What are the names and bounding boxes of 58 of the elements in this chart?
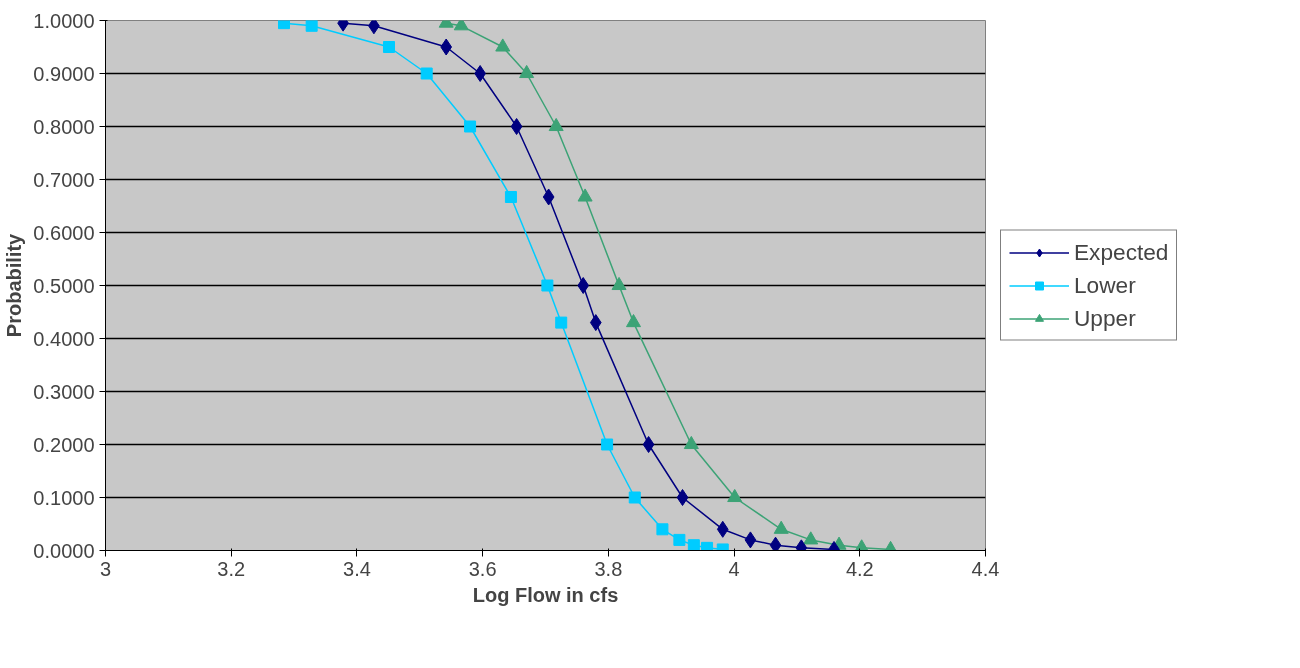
legend-label: Upper [1074,304,1136,332]
point [673,533,686,546]
y-tick-label: 0.9000 [33,62,95,85]
point [744,531,757,549]
y-tick-label: 0.3000 [33,380,95,403]
x-tick-label: 3.6 [468,557,497,580]
point [577,188,593,202]
point [382,41,395,53]
y-tick-label: 0.0000 [33,539,95,562]
point [510,118,523,135]
y-tick-label: 0.7000 [33,168,95,191]
point [687,539,700,551]
point [577,277,590,294]
point [676,489,689,506]
x-tick-label: 3 [99,557,112,580]
y-tick-label: 0.5000 [33,274,95,297]
point [305,20,318,32]
point [541,279,554,292]
y-tick-label: 0.2000 [33,433,95,456]
point [601,438,614,451]
point [769,536,782,551]
point [440,38,453,56]
point [542,188,555,206]
point [278,20,291,30]
x-tick-label: 3.4 [343,557,371,580]
y-tick-label: 0.1000 [33,486,95,509]
y-axis-title: Probability [3,232,26,338]
point [626,314,641,328]
legend-label: Lower [1074,271,1136,299]
point [611,276,627,291]
point [504,190,517,203]
point [555,316,568,329]
x-tick-label: 4 [728,557,740,580]
x-tick-label: 4.4 [971,557,1000,580]
point [683,435,699,450]
x-axis-title: Log Flow in cfs [472,583,619,606]
point [474,65,486,82]
x-tick-label: 3.8 [594,557,623,580]
y-tick-label: 0.8000 [33,115,95,138]
point [656,523,669,536]
y-tick-label: 0.4000 [33,327,95,350]
legend-label: Expected [1074,238,1169,266]
point [803,531,819,545]
point [727,488,743,503]
y-tick-label: 0.6000 [33,221,95,244]
point [773,520,789,534]
x-tick-label: 4.2 [845,557,874,580]
point [628,491,641,504]
y-tick-label: 1.0000 [33,9,95,32]
point [548,117,564,132]
point [642,436,655,453]
point [368,20,380,35]
x-tick-label: 3.2 [217,557,246,580]
point [701,541,714,551]
point [420,67,433,80]
point [464,120,477,133]
point [716,520,729,538]
point [589,314,602,332]
